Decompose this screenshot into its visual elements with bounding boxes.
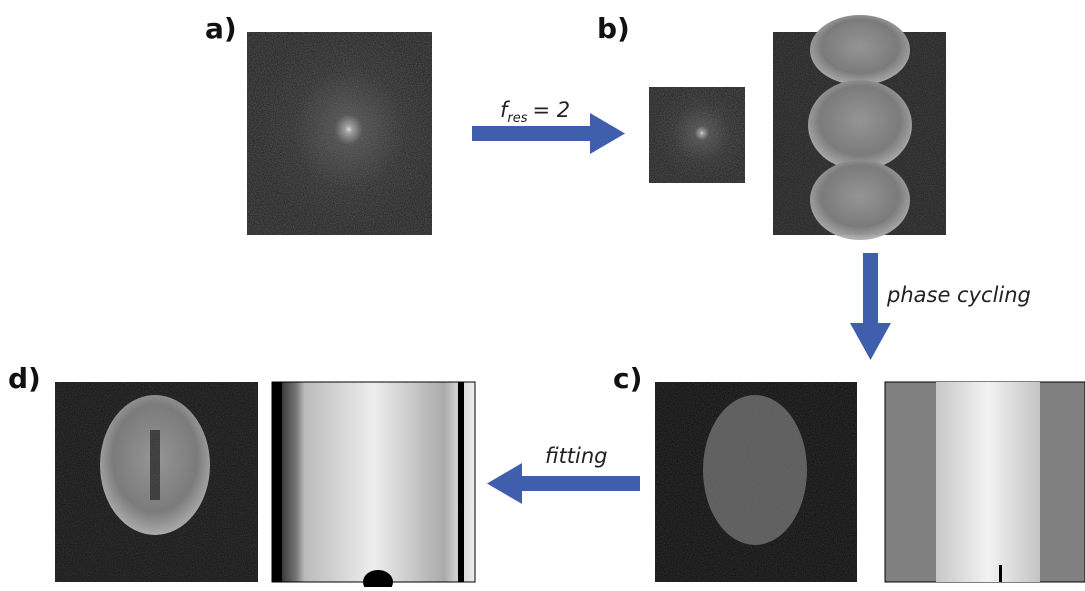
panel-label: a): [205, 12, 237, 45]
panel-label: b): [597, 12, 630, 45]
arrow-label: phase cycling: [886, 283, 1031, 307]
arrow-label: fres= 2: [500, 98, 570, 126]
panel-label: c): [613, 362, 642, 395]
kspace-small-image: [649, 87, 745, 183]
arrow-down: [850, 253, 891, 360]
arrow-left: [487, 463, 640, 504]
arrow-label: fitting: [545, 444, 608, 468]
kspace-image: [247, 32, 432, 235]
reconstructed-image: [655, 382, 857, 582]
field-map: [885, 382, 1085, 582]
panel-label: d): [8, 362, 41, 395]
phase-map: [272, 382, 475, 587]
aliased-image: [773, 15, 946, 240]
page: a) fres= 2 b) phase cycling d): [0, 0, 1085, 587]
magnitude-image: [55, 382, 258, 582]
figure: a) fres= 2 b) phase cycling d): [0, 0, 1085, 587]
